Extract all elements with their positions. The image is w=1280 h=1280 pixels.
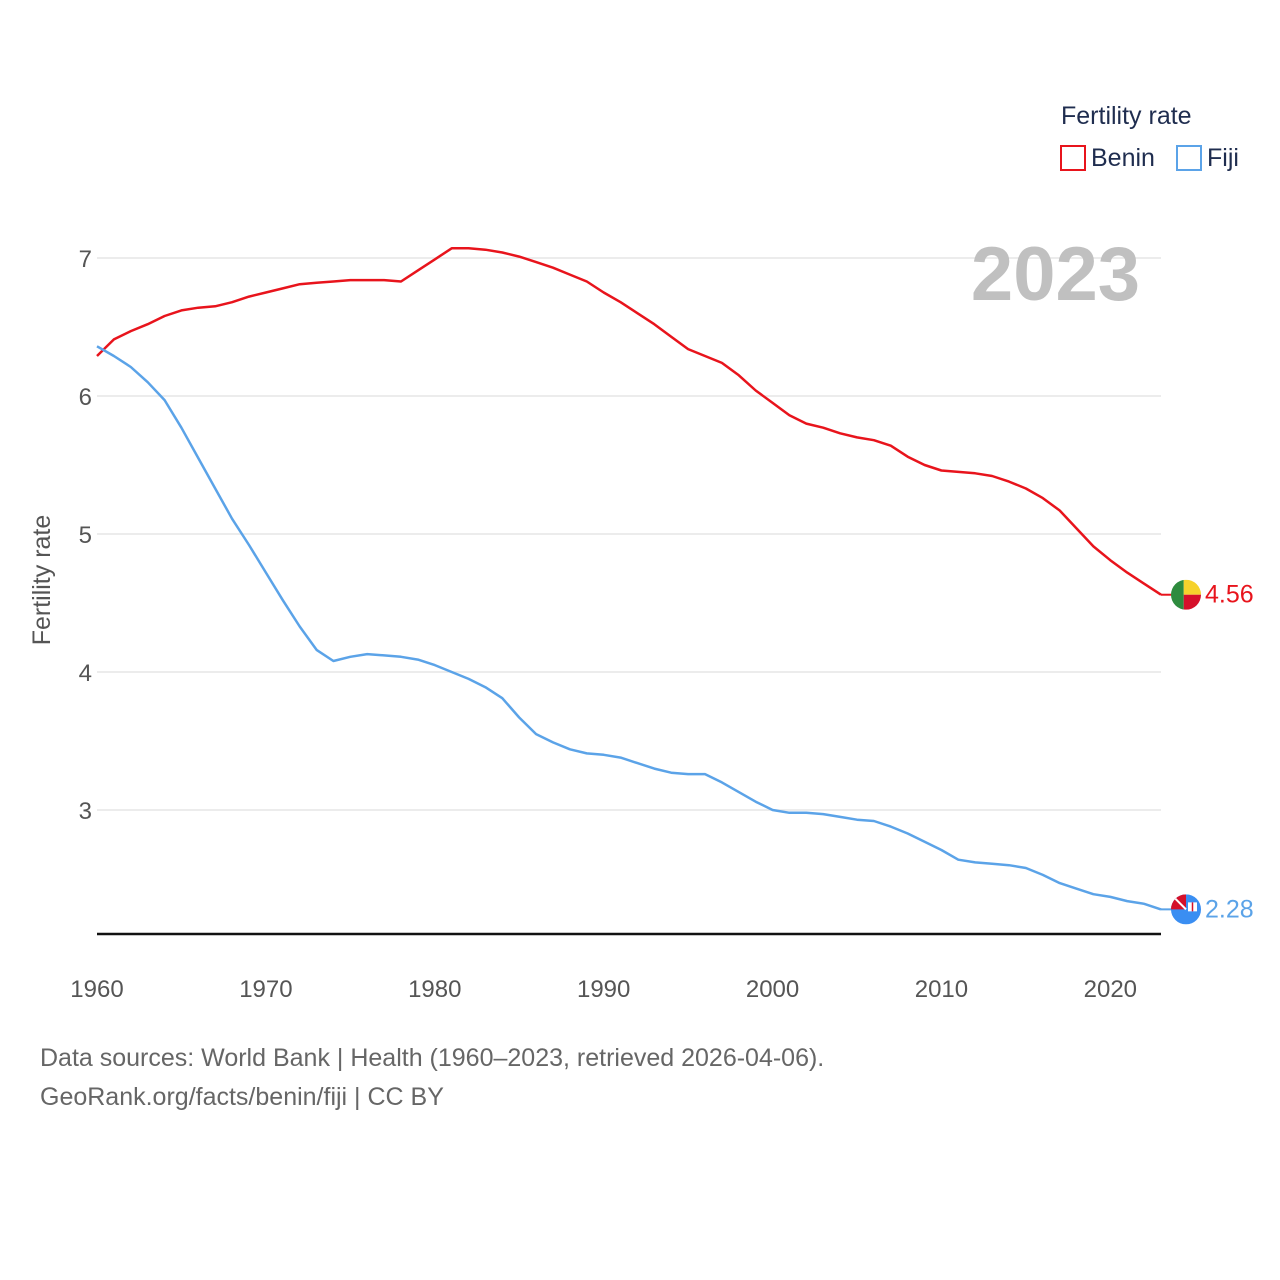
y-axis-ticks: 3 4 5 6 7: [79, 246, 92, 825]
y-tick-label-6: 6: [79, 384, 92, 411]
end-value-label-fiji: 2.28: [1205, 895, 1254, 923]
legend-label-benin: Benin: [1091, 144, 1155, 172]
x-tick-label-1970: 1970: [239, 976, 292, 1003]
x-tick-label-1960: 1960: [70, 976, 123, 1003]
fiji-flag-icon: [1171, 894, 1201, 925]
series-line-fiji: [96, 345, 1162, 911]
end-value-label-benin: 4.56: [1205, 581, 1254, 609]
x-tick-label-2010: 2010: [915, 976, 968, 1003]
legend-title: Fertility rate: [1061, 102, 1192, 130]
legend-swatch-fiji: [1176, 145, 1202, 171]
x-tick-label-2000: 2000: [746, 976, 799, 1003]
end-markers: 4.56 2.28: [1161, 579, 1254, 925]
series-lines: [96, 247, 1162, 911]
source-line-1: Data sources: World Bank | Health (1960–…: [40, 1044, 825, 1072]
x-tick-label-1980: 1980: [408, 976, 461, 1003]
x-axis-ticks: 1960 1970 1980 1990 2000 2010 2020: [70, 976, 1137, 1003]
grid-lines: [97, 257, 1161, 811]
series-line-benin: [96, 247, 1162, 596]
legend: Fertility rate Benin Fiji: [1060, 102, 1239, 172]
x-tick-label-2020: 2020: [1084, 976, 1137, 1003]
y-tick-label-3: 3: [79, 798, 92, 825]
y-tick-label-5: 5: [79, 522, 92, 549]
x-tick-label-1990: 1990: [577, 976, 630, 1003]
y-tick-label-4: 4: [79, 660, 92, 687]
legend-swatch-benin: [1060, 145, 1086, 171]
legend-label-fiji: Fiji: [1207, 144, 1239, 172]
y-tick-label-7: 7: [79, 246, 92, 273]
source-line-2: GeoRank.org/facts/benin/fiji | CC BY: [40, 1083, 444, 1111]
year-label: 2023: [971, 232, 1140, 317]
y-axis-title: Fertility rate: [28, 515, 56, 646]
